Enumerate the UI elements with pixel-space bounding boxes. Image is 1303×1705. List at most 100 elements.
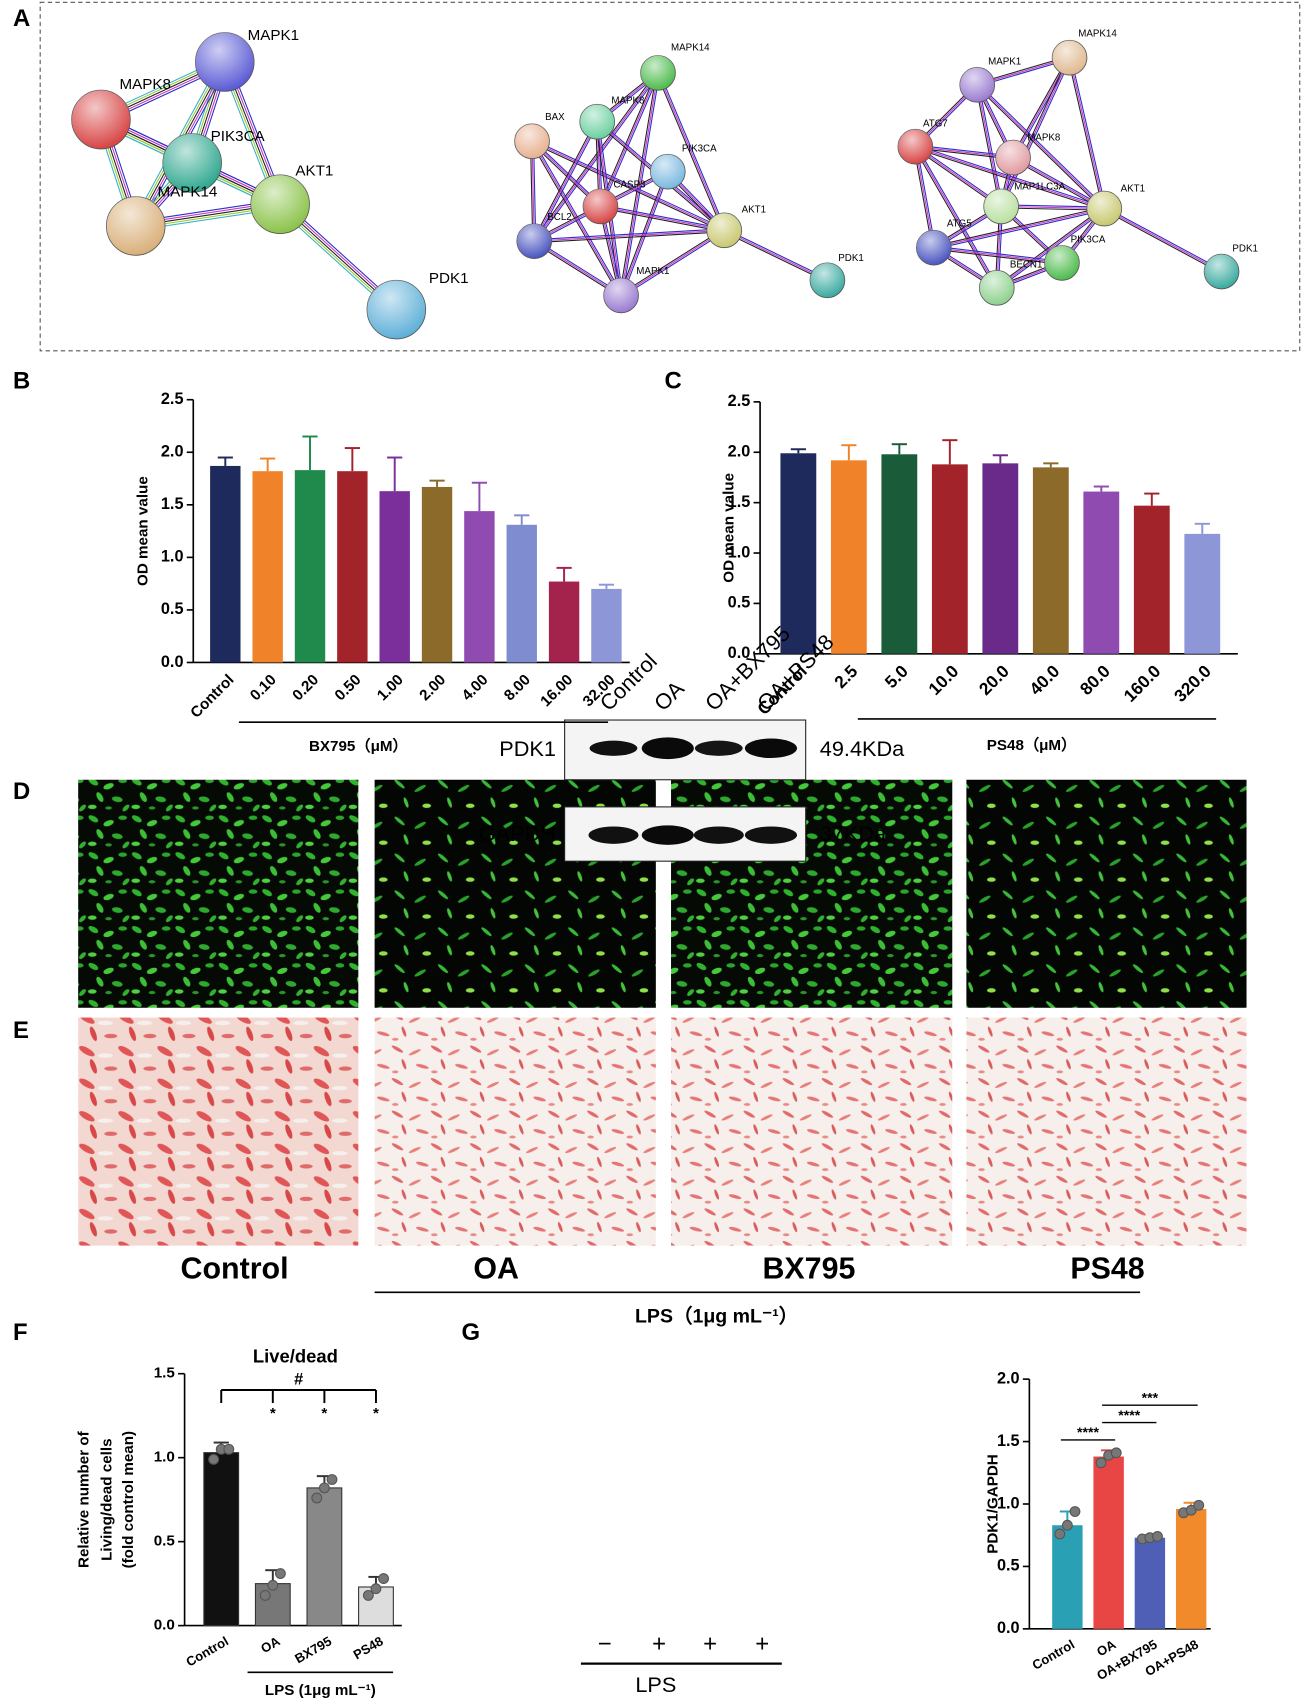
band [744,826,798,844]
stain-image [78,1017,359,1246]
live-dead-image [78,779,359,1008]
bar [1093,1456,1124,1629]
data-point [362,1589,374,1601]
y-axis-title: PDK1/GAPDH [985,1454,1002,1554]
node-label: CASP3 [613,179,645,190]
x-tick-label: Control [1030,1637,1078,1673]
node-label: MAPK14 [157,183,217,200]
y-tick-label: 1.0 [161,548,184,566]
data-point [274,1568,286,1579]
edge [599,72,659,207]
x-tick-label: 2.00 [416,671,449,704]
y-tick-label: 1.0 [154,1449,175,1466]
node-label: AKT1 [1121,184,1145,195]
bar [203,1452,240,1627]
edge [619,72,658,296]
chart: 0.0 0.5 1.0 1.5 2.0 2.5 OD mean value Control 0.… [134,390,630,755]
data-point [1110,1447,1122,1459]
data-point [267,1579,279,1591]
y-tick-label: 0.5 [728,594,751,612]
live-dead-image [966,779,1247,1008]
network: MAPK14 BAX MAPK8 PIK3CA CASP3 BCL2 AKT1 MAPK1 PD… [514,42,864,314]
y-tick-label: 0.5 [997,1557,1020,1575]
edge [724,228,829,280]
node-shine [516,223,552,259]
x-tick-label: 0.20 [289,671,322,704]
node-label: PIK3CA [1071,235,1106,246]
edge [658,72,727,230]
chart: 0.0 0.5 1.0 1.5 Relative number of Living/dea… [76,1345,402,1699]
edge [622,172,670,297]
band [693,826,744,844]
data-point [223,1443,235,1455]
data-point [1061,1519,1073,1531]
edge [916,145,999,288]
y-tick-label: 1.5 [728,493,751,511]
edge [999,56,1069,207]
y-tick-label: 0.5 [154,1533,176,1550]
node-shine [1044,245,1080,281]
node-label: MAPK14 [1078,28,1117,39]
bar [506,524,537,663]
treatment-label: LPS（1μg mL⁻¹） [635,1304,798,1327]
edge [535,122,600,243]
bar [337,471,368,663]
node-label: BECN1 [1010,260,1043,271]
edge [975,85,1104,211]
node-shine [106,196,166,256]
bar [1083,491,1120,654]
node-label: MAPK1 [248,27,300,44]
lane-label: OA [649,675,689,715]
edge [913,147,996,289]
sig-mark: * [321,1405,327,1422]
edge [1067,57,1104,210]
y-axis-title: (fold control mean) [120,1431,137,1569]
edge [933,245,1063,262]
y-tick-label: 0.0 [728,644,751,662]
data-point [259,1589,271,1601]
x-tick-label: 16.00 [537,671,576,710]
x-axis-title: PS48（μM） [987,736,1076,754]
node-label: MAPK14 [671,42,710,53]
x-tick-label: 320.0 [1170,661,1215,706]
x-tick-label: Control [183,1633,231,1669]
data-point [1193,1499,1205,1511]
data-point [378,1573,389,1585]
node-shine [195,32,255,92]
band [589,740,638,756]
edge [724,229,828,281]
x-tick-label: OA [258,1633,283,1656]
group-label: PS48 [1070,1252,1144,1286]
sig-mark: **** [1118,1407,1140,1423]
bar [294,470,326,663]
y-tick-label: 0.0 [161,653,184,671]
bar [1175,1508,1207,1629]
node-label: BAX [545,112,565,123]
edge [621,231,726,298]
edge [534,231,725,244]
y-tick-label: 1.0 [997,1494,1020,1512]
bar [306,1487,343,1627]
node-shine [1086,191,1122,226]
node-shine [162,133,222,193]
protein-label: PDK1 [499,736,556,761]
bar [1184,533,1221,654]
edge [534,228,725,241]
protein-label: GAPDH [479,821,556,846]
edge [622,73,661,296]
mw-label: 37KDa [820,821,887,846]
data-point [1095,1457,1107,1469]
node-label: MAPK1 [988,57,1021,68]
x-tick-label: Control [187,671,237,721]
band [694,740,743,756]
y-tick-label: 1.5 [161,495,184,513]
y-tick-label: 2.0 [728,443,751,461]
band [641,825,694,845]
panel-label: F [13,1319,28,1346]
node-shine [367,280,426,339]
node-label: MAPK8 [1027,133,1060,144]
